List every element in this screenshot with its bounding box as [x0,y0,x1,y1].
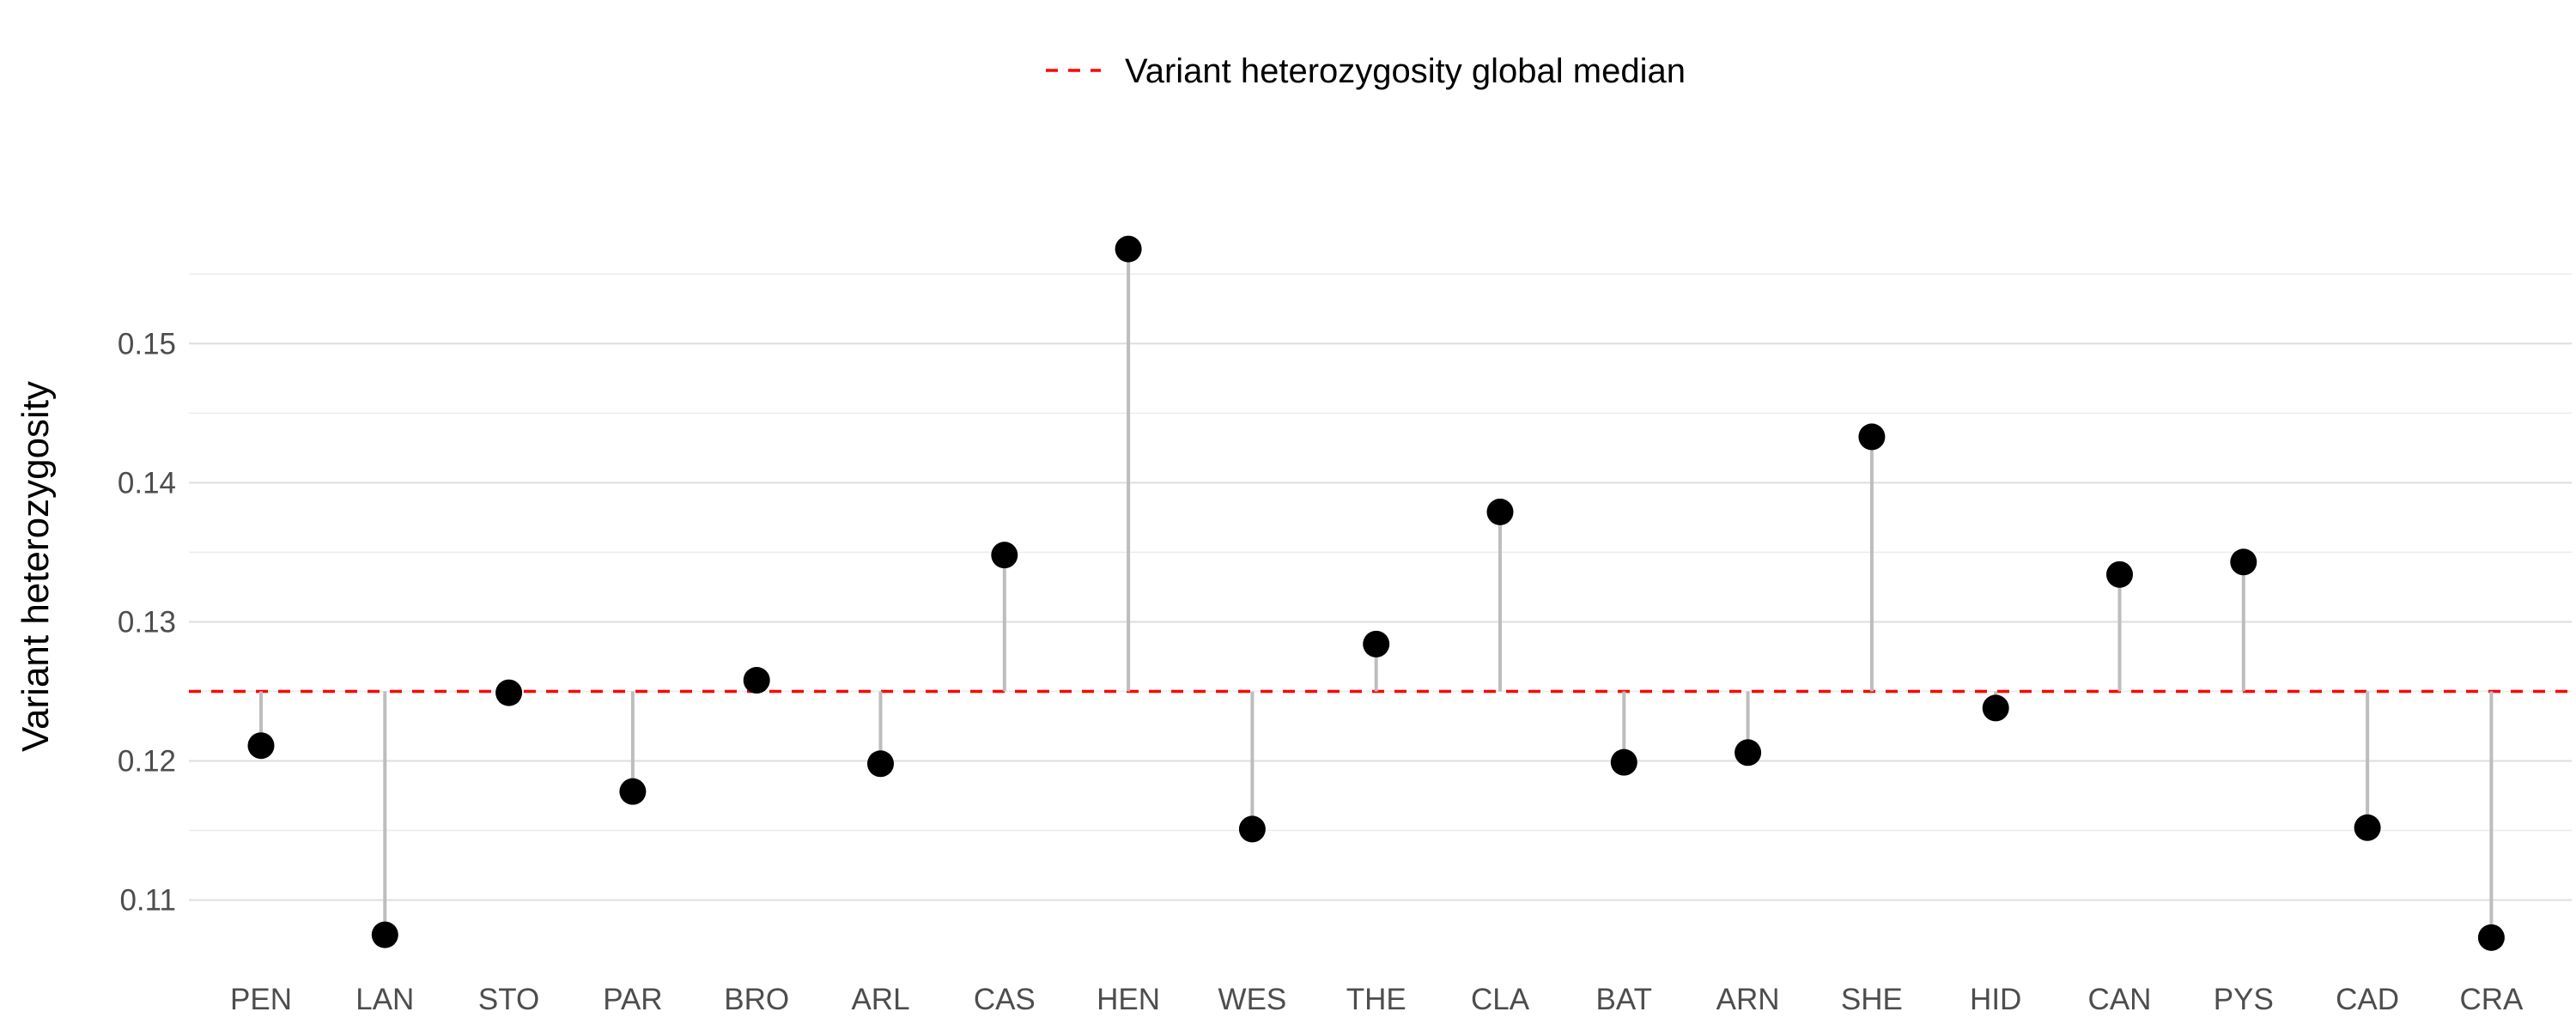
x-tick-label-sto: STO [478,983,539,1016]
y-tick-label: 0.14 [118,466,176,500]
point-cas [991,542,1018,569]
point-the [1363,630,1390,657]
x-tick-labels: PEN LAN STO PAR BRO ARL CAS HEN WES THE CLA BAT ARN S… [230,983,2524,1016]
y-tick-label: 0.12 [118,745,176,779]
x-tick-label-arn: ARN [1716,983,1780,1016]
y-tick-label: 0.15 [118,327,176,360]
point-arn [1735,739,1762,766]
point-bro [743,667,770,694]
point-wes [1238,815,1266,843]
x-tick-label-cla: CLA [1471,983,1530,1016]
point-lan [371,921,398,948]
x-tick-label-lan: LAN [355,983,414,1016]
point-cra [2477,924,2505,951]
x-tick-label-arl: ARL [851,983,909,1016]
grid-lines [189,273,2572,901]
point-par [619,778,647,805]
x-tick-label-can: CAN [2088,983,2152,1016]
x-tick-label-cas: CAS [974,983,1036,1016]
point-pen [247,732,275,760]
x-tick-label-the: THE [1346,983,1406,1016]
x-tick-label-pys: PYS [2214,983,2274,1016]
point-bat [1610,748,1637,776]
legend-label-global-median: Variant heterozygosity global median [1125,52,1686,90]
x-tick-label-cra: CRA [2459,983,2524,1016]
point-she [1858,423,1886,451]
point-cla [1486,498,1514,525]
point-cad [2354,814,2381,841]
y-tick-label: 0.13 [118,605,176,639]
y-tick-labels: 0.11 0.12 0.13 0.14 0.15 [118,327,176,917]
point-hid [1982,694,2009,722]
stems [259,249,2494,938]
x-tick-label-bat: BAT [1596,983,1652,1016]
point-sto [495,679,523,706]
x-tick-label-par: PAR [603,983,662,1016]
point-arl [867,750,894,778]
legend: Variant heterozygosity global median [1046,52,1686,90]
x-tick-label-hen: HEN [1097,983,1160,1016]
y-tick-label: 0.11 [119,884,176,918]
x-tick-label-hid: HID [1970,983,2021,1016]
point-can [2106,560,2133,588]
x-tick-label-bro: BRO [724,983,789,1016]
point-pys [2230,548,2257,576]
x-tick-label-pen: PEN [230,983,292,1016]
data-points [247,235,2505,951]
x-tick-label-cad: CAD [2336,983,2399,1016]
x-tick-label-wes: WES [1218,983,1287,1016]
point-hen [1115,235,1142,263]
y-axis-title: Variant heterozygosity [15,381,57,752]
x-tick-label-she: SHE [1841,983,1903,1016]
